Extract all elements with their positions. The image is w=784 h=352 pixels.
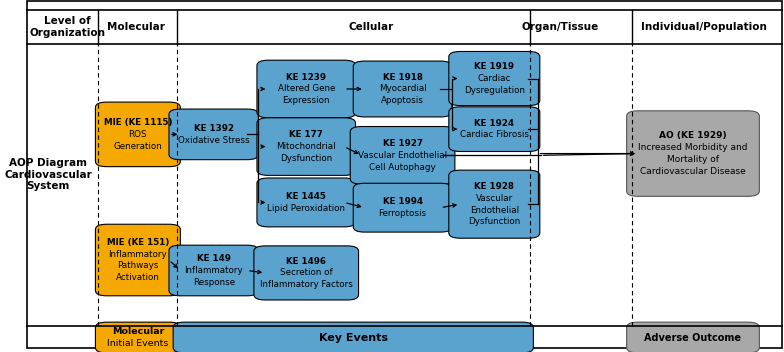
Text: KE 1994: KE 1994 (383, 197, 423, 206)
FancyBboxPatch shape (354, 183, 452, 232)
Text: Inflammatory: Inflammatory (184, 266, 243, 275)
FancyBboxPatch shape (626, 111, 760, 196)
FancyBboxPatch shape (626, 322, 760, 352)
FancyBboxPatch shape (169, 245, 259, 296)
FancyBboxPatch shape (96, 224, 180, 296)
FancyBboxPatch shape (257, 60, 355, 118)
Text: Secretion of: Secretion of (280, 269, 332, 277)
Text: KE 149: KE 149 (197, 254, 230, 263)
Text: Vascular: Vascular (476, 194, 513, 203)
Text: Activation: Activation (116, 273, 160, 282)
Text: Increased Morbidity and: Increased Morbidity and (638, 143, 748, 152)
Text: Dysfunction: Dysfunction (468, 217, 521, 226)
FancyBboxPatch shape (169, 109, 259, 160)
Text: AOP Diagram
Cardiovascular
System: AOP Diagram Cardiovascular System (5, 158, 93, 191)
Text: Inflammatory Factors: Inflammatory Factors (260, 280, 353, 289)
FancyBboxPatch shape (257, 118, 355, 175)
Text: Pathways: Pathways (117, 262, 158, 270)
Text: Cardiac: Cardiac (477, 74, 511, 83)
Text: Response: Response (193, 278, 234, 287)
Text: Cardiac Fibrosis: Cardiac Fibrosis (459, 131, 529, 139)
Text: KE 1239: KE 1239 (286, 73, 326, 82)
Text: Apoptosis: Apoptosis (381, 96, 424, 105)
Text: KE 1918: KE 1918 (383, 73, 423, 82)
FancyBboxPatch shape (96, 322, 180, 352)
Text: Level of
Organization: Level of Organization (29, 16, 105, 38)
Text: Molecular: Molecular (107, 22, 165, 32)
Text: Cardiovascular Disease: Cardiovascular Disease (640, 167, 746, 176)
Text: KE 1928: KE 1928 (474, 182, 514, 191)
Text: Generation: Generation (114, 142, 162, 151)
Text: Inflammatory: Inflammatory (108, 250, 167, 259)
Text: KE 177: KE 177 (289, 130, 323, 139)
FancyBboxPatch shape (96, 102, 180, 166)
Text: Individual/Population: Individual/Population (641, 22, 768, 32)
Text: Vascular Endothelial: Vascular Endothelial (358, 151, 447, 160)
Text: Mitochondrial: Mitochondrial (277, 142, 336, 151)
Text: Ferroptosis: Ferroptosis (379, 209, 426, 218)
Text: Cellular: Cellular (348, 22, 394, 32)
Text: Dysfunction: Dysfunction (280, 154, 332, 163)
Text: KE 1924: KE 1924 (474, 119, 514, 128)
Text: Mortality of: Mortality of (667, 155, 719, 164)
Text: Molecular: Molecular (111, 327, 164, 336)
Text: Endothelial: Endothelial (470, 206, 519, 214)
Text: KE 1496: KE 1496 (286, 257, 326, 266)
Text: Oxidative Stress: Oxidative Stress (178, 136, 249, 145)
FancyBboxPatch shape (448, 170, 540, 238)
FancyBboxPatch shape (448, 107, 540, 151)
Text: Cell Autophagy: Cell Autophagy (369, 163, 436, 171)
FancyBboxPatch shape (448, 51, 540, 106)
Text: Key Events: Key Events (319, 333, 388, 342)
FancyBboxPatch shape (173, 322, 533, 352)
Text: MIE (KE 1115): MIE (KE 1115) (103, 118, 172, 127)
Text: Myocardial: Myocardial (379, 84, 426, 94)
FancyBboxPatch shape (350, 126, 455, 184)
Text: KE 1919: KE 1919 (474, 62, 514, 71)
Text: Lipid Peroxidation: Lipid Peroxidation (267, 204, 345, 213)
FancyBboxPatch shape (257, 178, 355, 227)
FancyBboxPatch shape (254, 246, 358, 300)
Text: Dysregulation: Dysregulation (464, 86, 524, 95)
Text: Initial Events: Initial Events (107, 339, 169, 348)
Text: AO (KE 1929): AO (KE 1929) (659, 131, 727, 140)
Text: KE 1445: KE 1445 (286, 192, 326, 201)
Text: ROS: ROS (129, 130, 147, 139)
FancyBboxPatch shape (354, 61, 452, 117)
Text: Altered Gene: Altered Gene (278, 84, 335, 94)
Text: Organ/Tissue: Organ/Tissue (521, 22, 599, 32)
Text: KE 1392: KE 1392 (194, 124, 234, 133)
Text: KE 1927: KE 1927 (383, 139, 423, 148)
Text: Expression: Expression (282, 96, 330, 105)
Text: MIE (KE 151): MIE (KE 151) (107, 238, 169, 247)
Text: Adverse Outcome: Adverse Outcome (644, 333, 742, 342)
